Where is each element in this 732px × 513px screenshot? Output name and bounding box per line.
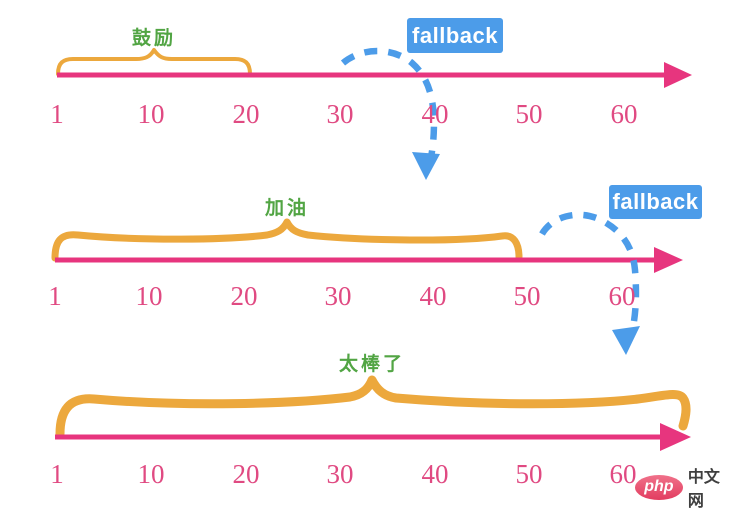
range-label-row1: 鼓励 (131, 28, 176, 49)
tick-label: 1 (50, 99, 64, 129)
brace-row1 (56, 48, 252, 76)
range-label-row3: 太棒了 (338, 354, 405, 375)
fallback-arrow-1 (340, 47, 438, 158)
tick-label: 10 (137, 99, 165, 129)
brace-row2 (51, 218, 523, 262)
tick-label: 10 (135, 281, 163, 311)
watermark-php-logo: php 中文网 (635, 463, 732, 511)
range-label-row2: 加油 (264, 198, 309, 219)
tick-label: 60 (608, 281, 636, 311)
tick-label: 10 (137, 459, 165, 489)
line-arrowhead-3 (660, 423, 691, 451)
brace-row3 (55, 375, 691, 439)
php-logo-ellipse: php (635, 474, 683, 500)
tick-label: 60 (609, 459, 637, 489)
tick-label: 20 (230, 281, 258, 311)
tick-label: 40 (421, 99, 449, 129)
tick-label: 40 (419, 281, 447, 311)
fallback-arrow-2 (539, 211, 640, 338)
tick-label: 50 (515, 459, 543, 489)
tick-label: 40 (421, 459, 449, 489)
fallback-arrowhead-1 (412, 152, 440, 180)
tick-label: 20 (232, 459, 260, 489)
tick-label: 20 (232, 99, 260, 129)
tick-label: 60 (610, 99, 638, 129)
fallback-badge-2: fallback (609, 185, 702, 219)
watermark-site-text: 中文网 (687, 469, 720, 510)
line-arrowhead-1 (664, 62, 692, 88)
tick-label: 30 (326, 99, 354, 129)
tick-label: 1 (48, 281, 62, 311)
fallback-badge-1: fallback (407, 18, 503, 53)
fallback-arrowhead-2 (612, 326, 640, 355)
tick-label: 30 (324, 281, 352, 311)
line-arrowhead-2 (654, 247, 683, 273)
tick-label: 50 (513, 281, 541, 311)
tick-label: 50 (515, 99, 543, 129)
tick-label: 30 (326, 459, 354, 489)
tick-label: 1 (50, 459, 64, 489)
